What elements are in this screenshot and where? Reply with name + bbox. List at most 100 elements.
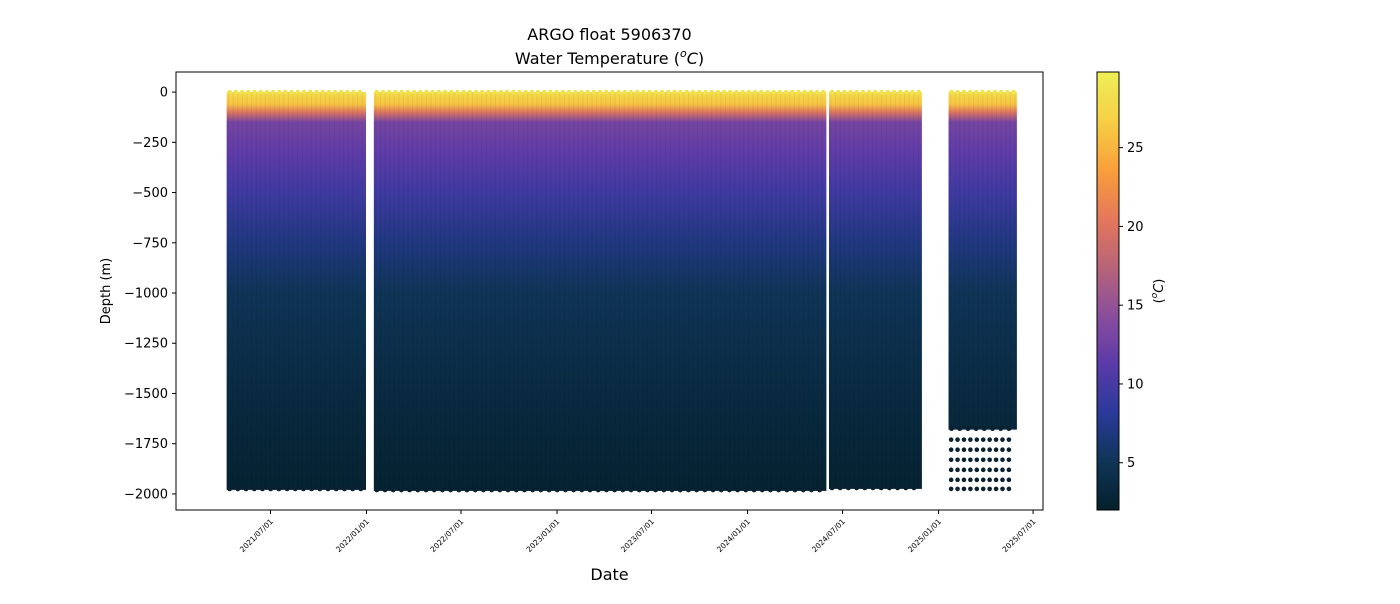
deep-sample-point: [448, 487, 454, 493]
sparse-sample-point: [1000, 447, 1005, 453]
surface-sample-point: [399, 89, 404, 95]
surface-sample-point: [955, 89, 961, 95]
surface-sample-point: [879, 89, 884, 95]
deep-sample-point: [718, 487, 724, 493]
sparse-sample-point: [968, 467, 973, 473]
x-tick-label: 2023/07/01: [619, 517, 656, 554]
deep-sample-point: [800, 487, 806, 493]
y-tick-label: −1250: [124, 337, 168, 352]
sparse-sample-point: [1000, 437, 1005, 442]
deep-sample-point: [522, 487, 527, 493]
y-tick-label: −1750: [124, 437, 168, 452]
sparse-sample-point: [961, 477, 967, 483]
sparse-sample-point: [987, 467, 992, 473]
sparse-sample-point: [968, 447, 973, 453]
profile-segment-fill: [373, 92, 827, 491]
deep-sample-point: [227, 486, 233, 492]
deep-sample-point: [743, 487, 749, 493]
sparse-sample-point: [974, 477, 980, 483]
surface-sample-point: [796, 89, 801, 95]
colorbar: [1096, 71, 1120, 511]
deep-sample-point: [382, 487, 388, 493]
surface-sample-point: [703, 89, 708, 95]
deep-sample-point: [554, 487, 560, 493]
x-tick-label: 2025/07/01: [1001, 517, 1038, 554]
surface-sample-point: [448, 89, 454, 95]
surface-sample-point: [980, 89, 985, 95]
surface-sample-point: [585, 89, 590, 95]
surface-sample-point: [442, 89, 448, 95]
sparse-sample-point: [968, 437, 973, 442]
sparse-sample-point: [993, 457, 999, 463]
surface-sample-point: [320, 89, 325, 95]
surface-sample-point: [380, 89, 386, 95]
surface-sample-point: [771, 89, 776, 95]
y-tick-label: −1500: [124, 387, 168, 402]
deep-sample-point: [911, 485, 917, 491]
sparse-sample-point: [948, 486, 954, 492]
deep-sample-point: [497, 487, 503, 493]
y-tick-label: −250: [132, 136, 168, 151]
surface-sample-point: [885, 89, 891, 95]
sparse-sample-point: [974, 457, 980, 463]
sparse-sample-point: [948, 437, 954, 442]
deep-sample-point: [751, 487, 757, 493]
surface-sample-point: [777, 89, 783, 95]
profile-segment: [226, 89, 366, 492]
surface-sample-point: [721, 89, 727, 95]
deep-sample-point: [407, 487, 413, 493]
surface-sample-point: [417, 89, 423, 95]
deep-sample-point: [628, 487, 634, 493]
deep-sample-point: [661, 487, 667, 493]
surface-sample-point: [665, 89, 671, 95]
surface-sample-point: [455, 89, 460, 95]
surface-sample-point: [835, 89, 841, 95]
sparse-sample-point: [955, 467, 960, 473]
surface-sample-point: [616, 89, 621, 95]
surface-sample-point: [659, 89, 665, 95]
colorbar-tick-label: 15: [1127, 299, 1144, 314]
deep-sample-point: [530, 487, 536, 493]
surface-sample-point: [765, 89, 770, 95]
deep-sample-point: [809, 487, 814, 493]
deep-sample-point: [759, 487, 765, 493]
x-tick-label: 2023/01/01: [525, 517, 562, 554]
profile-segment-fill: [948, 92, 1017, 430]
colorbar-tick-label: 10: [1127, 377, 1144, 392]
sparse-sample-point: [974, 437, 980, 442]
surface-sample-point: [504, 89, 510, 95]
colorbar-tick-label: 5: [1127, 456, 1135, 471]
surface-sample-point: [734, 89, 739, 95]
sparse-sample-point: [955, 457, 960, 463]
surface-sample-point: [696, 89, 702, 95]
surface-sample-point: [904, 89, 909, 95]
sparse-sample-point: [1006, 467, 1012, 473]
x-tick-label: 2022/01/01: [334, 517, 371, 554]
sparse-sample-point: [993, 447, 999, 453]
sparse-sample-point: [980, 467, 986, 473]
deep-sample-point: [886, 485, 892, 491]
sparse-sample-point: [980, 486, 986, 492]
surface-sample-point: [672, 89, 677, 95]
surface-sample-point: [461, 89, 466, 95]
surface-sample-point: [332, 89, 338, 95]
surface-sample-point: [998, 89, 1004, 95]
surface-sample-point: [486, 89, 491, 95]
deep-sample-point: [399, 487, 404, 493]
axes-frame: [175, 71, 1044, 511]
surface-sample-point: [910, 89, 915, 95]
sparse-sample-point: [980, 457, 986, 463]
surface-sample-point: [758, 89, 764, 95]
deep-sample-point: [276, 486, 282, 492]
deep-sample-point: [845, 485, 851, 491]
sparse-sample-point: [1006, 486, 1012, 492]
x-tick-label: 2024/01/01: [715, 517, 752, 554]
deep-sample-point: [776, 487, 782, 493]
deep-sample-point: [243, 486, 249, 492]
deep-sample-point: [284, 486, 290, 492]
profile-segment: [828, 89, 922, 491]
deep-sample-point: [604, 487, 609, 493]
sparse-sample-point: [955, 486, 960, 492]
sparse-sample-point: [961, 457, 967, 463]
surface-sample-point: [529, 89, 535, 95]
